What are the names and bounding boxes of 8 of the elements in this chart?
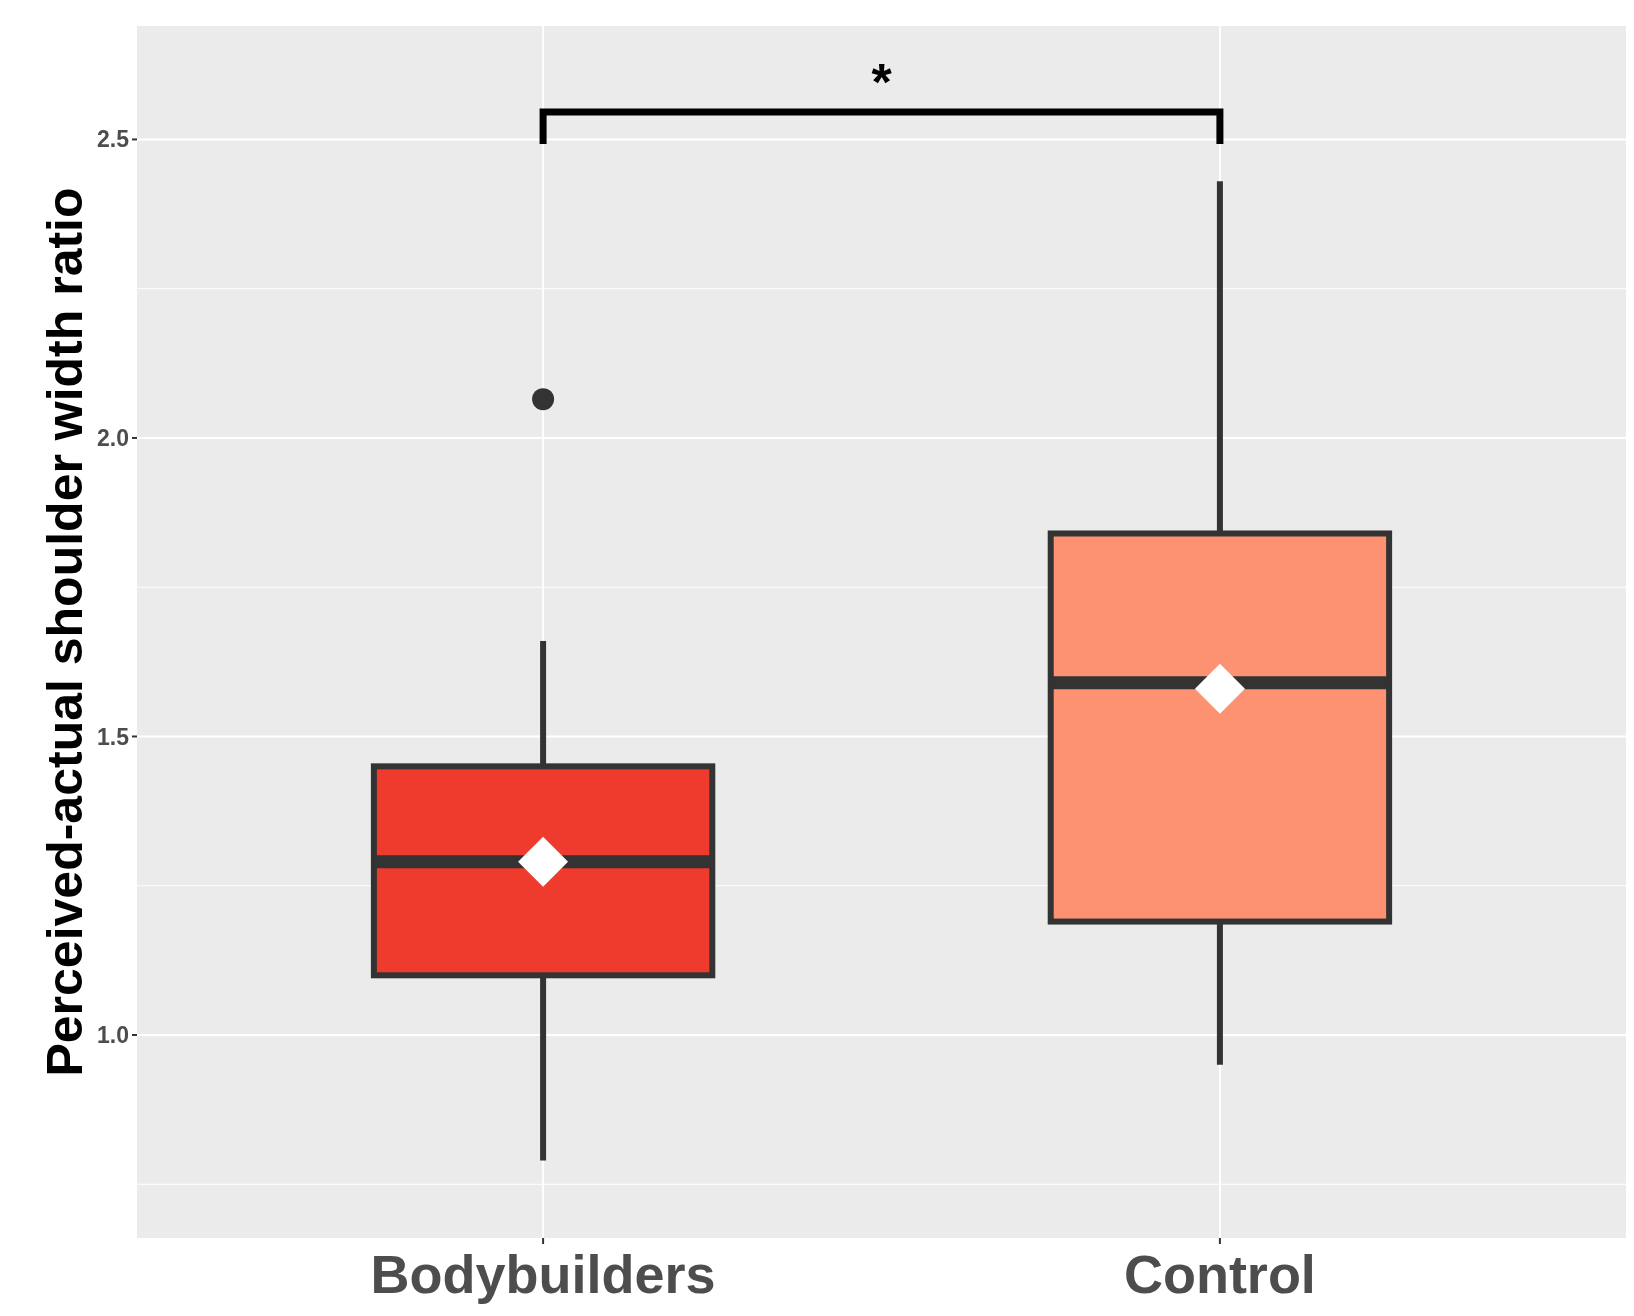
x-tick-label: Bodybuilders — [370, 1244, 716, 1304]
annotation: * — [871, 53, 893, 111]
y-tick-label: 2.5 — [97, 126, 130, 153]
y-tick-label: 1.0 — [97, 1022, 129, 1049]
y-tick-label: 1.5 — [97, 723, 130, 750]
x-tick-label: Control — [1123, 1244, 1316, 1304]
y-tick-label: 2.0 — [97, 425, 129, 452]
y-axis-title: Perceived-actual shoulder width ratio — [37, 187, 93, 1077]
